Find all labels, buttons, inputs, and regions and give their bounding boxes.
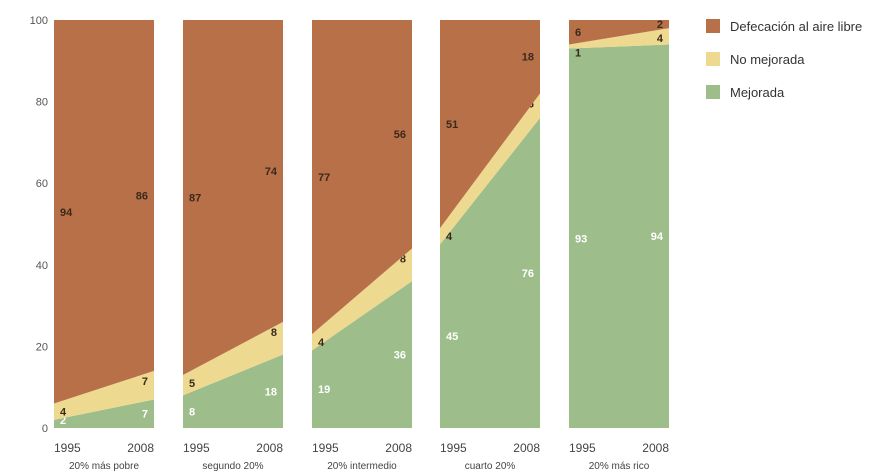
value-label-20-intermedio-defecacion-al-aire-libre-2008: 56 [394, 129, 406, 141]
x-tick-20-mas-pobre-1995: 1995 [54, 441, 81, 455]
value-label-20-mas-pobre-no-mejorada-2008: 7 [142, 376, 148, 388]
area-20-mas-rico-no-mejorada [569, 28, 669, 49]
y-tick-20: 20 [36, 341, 48, 353]
area-20-mas-pobre-no-mejorada [54, 370, 154, 420]
value-label-segundo-20-defecacion-al-aire-libre-1995: 87 [189, 192, 201, 204]
legend-swatch-unimproved [706, 52, 720, 66]
x-tick-20-mas-rico-1995: 1995 [569, 441, 596, 455]
area-segundo-20-defecacion-al-aire-libre [183, 20, 283, 375]
value-label-cuarto-20-no-mejorada-1995: 4 [446, 231, 453, 243]
group-label-20-mas-pobre: 20% más pobre [69, 461, 139, 472]
y-tick-40: 40 [36, 260, 48, 272]
x-tick-cuarto-20-2008: 2008 [513, 441, 540, 455]
value-label-20-mas-pobre-defecacion-al-aire-libre-1995: 94 [60, 207, 73, 219]
value-label-segundo-20-no-mejorada-2008: 8 [271, 327, 277, 339]
value-label-20-intermedio-mejorada-1995: 19 [318, 384, 330, 396]
legend-label-unimproved: No mejorada [730, 51, 805, 67]
area-20-mas-rico-defecacion-al-aire-libre [569, 20, 669, 45]
area-20-mas-rico-mejorada [569, 44, 669, 428]
legend-item-unimproved: No mejorada [706, 49, 862, 69]
group-label-cuarto-20: cuarto 20% [465, 461, 516, 472]
area-20-intermedio-defecacion-al-aire-libre [312, 20, 412, 335]
value-label-segundo-20-defecacion-al-aire-libre-2008: 74 [265, 166, 278, 178]
area-cuarto-20-no-mejorada [440, 93, 540, 245]
value-label-20-mas-pobre-mejorada-1995: 2 [60, 415, 66, 427]
y-tick-100: 100 [30, 15, 48, 27]
value-label-20-mas-rico-mejorada-1995: 93 [575, 233, 587, 245]
value-label-cuarto-20-defecacion-al-aire-libre-1995: 51 [446, 119, 458, 131]
legend: Defecación al aire libre No mejorada Mej… [706, 16, 862, 115]
area-20-mas-pobre-defecacion-al-aire-libre [54, 20, 154, 404]
legend-item-open-defecation: Defecación al aire libre [706, 16, 862, 36]
area-segundo-20-no-mejorada [183, 321, 283, 396]
value-label-segundo-20-no-mejorada-1995: 5 [189, 378, 195, 390]
area-segundo-20-mejorada [183, 354, 283, 428]
value-label-cuarto-20-mejorada-1995: 45 [446, 331, 458, 343]
x-tick-20-mas-rico-2008: 2008 [642, 441, 669, 455]
value-label-segundo-20-mejorada-2008: 18 [265, 386, 277, 398]
value-label-segundo-20-mejorada-1995: 8 [189, 407, 195, 419]
value-label-20-intermedio-no-mejorada-1995: 4 [318, 337, 325, 349]
legend-label-improved: Mejorada [730, 84, 785, 100]
value-label-20-mas-rico-mejorada-2008: 94 [651, 231, 664, 243]
y-tick-0: 0 [42, 423, 48, 435]
value-label-20-mas-pobre-defecacion-al-aire-libre-2008: 86 [136, 190, 148, 202]
y-tick-60: 60 [36, 178, 48, 190]
value-label-20-intermedio-no-mejorada-2008: 8 [400, 253, 406, 265]
x-tick-segundo-20-2008: 2008 [256, 441, 283, 455]
value-label-20-intermedio-defecacion-al-aire-libre-1995: 77 [318, 172, 330, 184]
legend-item-improved: Mejorada [706, 82, 862, 102]
value-label-20-mas-rico-defecacion-al-aire-libre-1995: 6 [575, 27, 581, 39]
value-label-cuarto-20-defecacion-al-aire-libre-2008: 18 [522, 52, 534, 64]
value-label-20-mas-pobre-mejorada-2008: 7 [142, 409, 148, 421]
x-tick-segundo-20-1995: 1995 [183, 441, 210, 455]
value-label-20-mas-rico-no-mejorada-2008: 4 [657, 33, 664, 45]
area-20-intermedio-mejorada [312, 281, 412, 428]
x-tick-20-intermedio-1995: 1995 [312, 441, 339, 455]
group-label-20-mas-rico: 20% más rico [589, 461, 650, 472]
area-20-intermedio-no-mejorada [312, 248, 412, 351]
legend-swatch-improved [706, 85, 720, 99]
group-label-20-intermedio: 20% intermedio [327, 461, 397, 472]
x-tick-20-mas-pobre-2008: 2008 [127, 441, 154, 455]
value-label-20-mas-pobre-no-mejorada-1995: 4 [60, 407, 67, 419]
value-label-20-intermedio-mejorada-2008: 36 [394, 350, 406, 362]
x-tick-20-intermedio-2008: 2008 [385, 441, 412, 455]
area-20-mas-pobre-mejorada [54, 399, 154, 428]
y-tick-80: 80 [36, 97, 48, 109]
legend-swatch-open-defecation [706, 19, 720, 33]
x-tick-cuarto-20-1995: 1995 [440, 441, 467, 455]
value-label-20-mas-rico-defecacion-al-aire-libre-2008: 2 [657, 19, 663, 31]
value-label-20-mas-rico-no-mejorada-1995: 1 [575, 47, 581, 59]
legend-label-open-defecation: Defecación al aire libre [730, 18, 863, 34]
area-cuarto-20-defecacion-al-aire-libre [440, 20, 540, 229]
value-label-cuarto-20-mejorada-2008: 76 [522, 268, 534, 280]
area-cuarto-20-mejorada [440, 117, 540, 429]
group-label-segundo-20: segundo 20% [202, 461, 263, 472]
